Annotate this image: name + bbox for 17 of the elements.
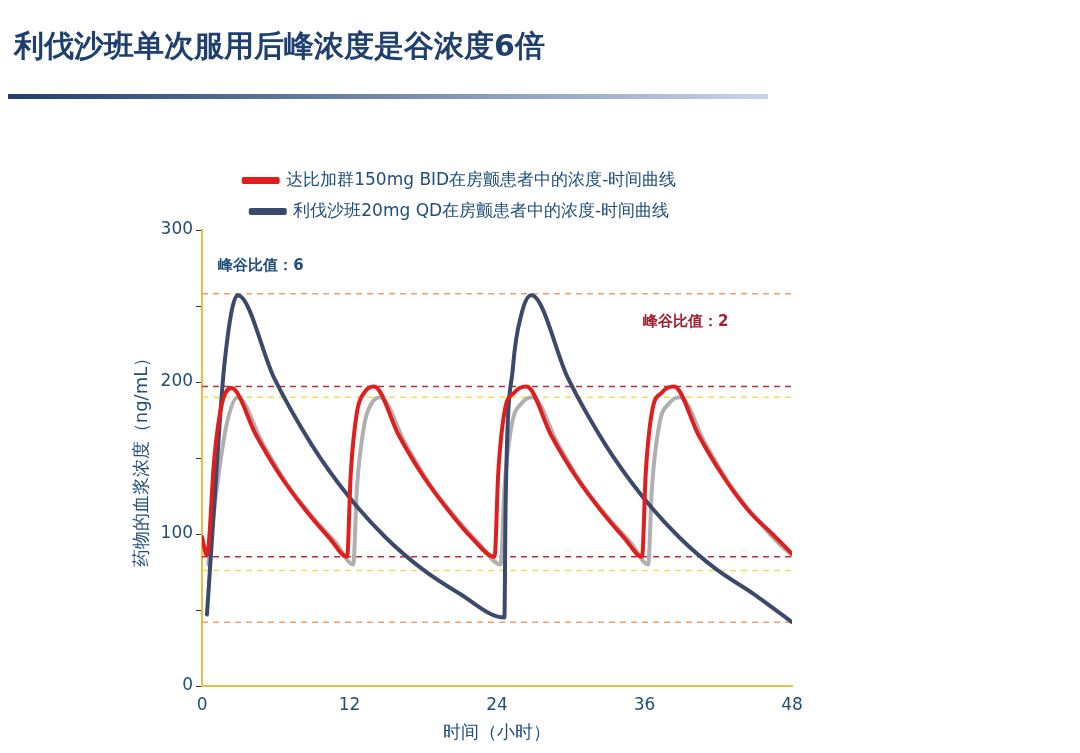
annotation: 峰谷比值：6 <box>218 255 304 274</box>
y-tick-label: 100 <box>160 522 194 543</box>
x-tick-label: 24 <box>486 693 508 714</box>
legend-label: 达比加群150mg BID在房颤患者中的浓度-时间曲线 <box>286 168 677 189</box>
annotation: 峰谷比值：2 <box>643 311 729 330</box>
chart-title: 利伐沙班单次服用后峰浓度是谷浓度6倍 <box>14 27 545 65</box>
y-tick-label: 300 <box>160 218 194 239</box>
x-tick-label: 48 <box>781 693 803 714</box>
legend-label: 利伐沙班20mg QD在房颤患者中的浓度-时间曲线 <box>293 199 670 220</box>
x-axis-title: 时间（小时） <box>443 720 552 742</box>
x-tick-label: 0 <box>196 693 208 714</box>
y-axis-title: 药物的血浆浓度（ng/mL） <box>130 348 152 568</box>
line-series <box>204 293 792 625</box>
y-tick-label: 200 <box>160 370 194 391</box>
y-tick-label: 0 <box>182 674 194 695</box>
x-tick-label: 36 <box>633 693 656 714</box>
x-tick-label: 12 <box>338 693 361 714</box>
